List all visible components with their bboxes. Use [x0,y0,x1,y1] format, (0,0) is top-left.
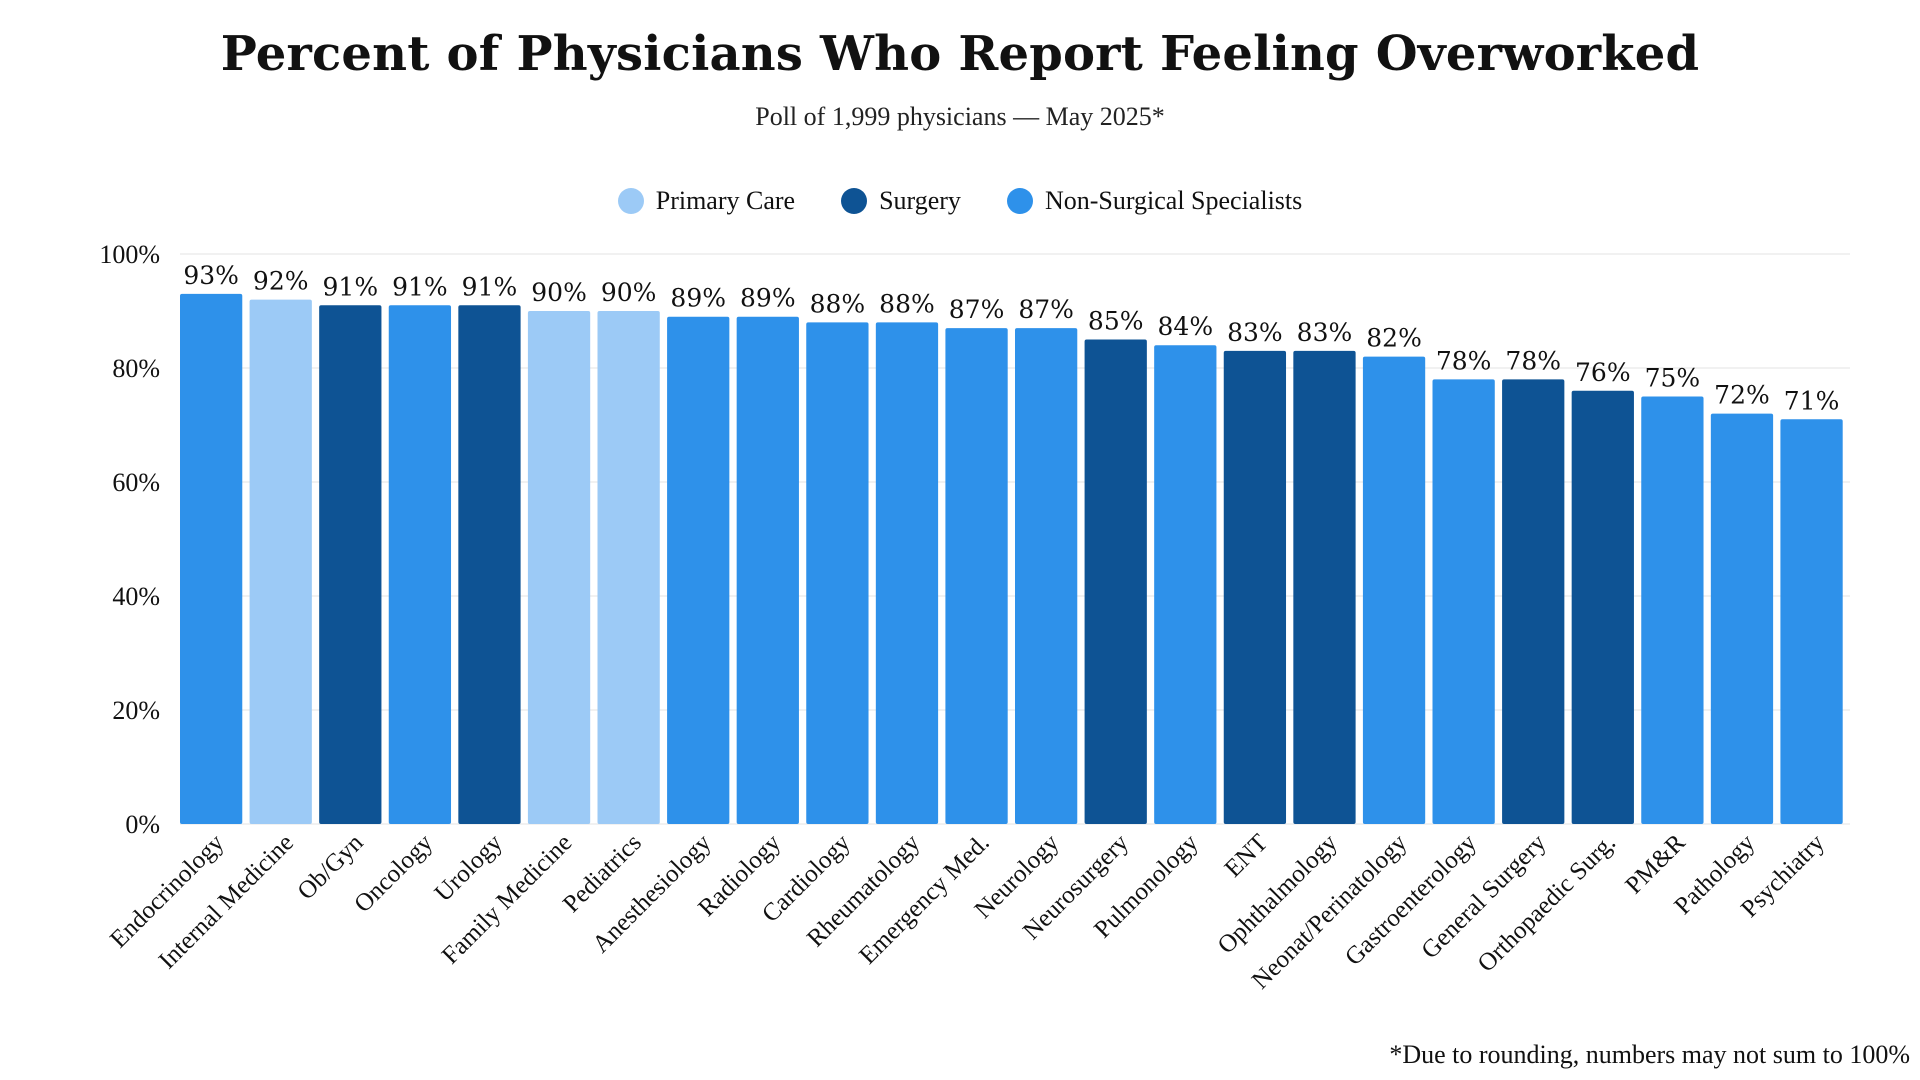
bar [180,293,243,824]
bar [1432,379,1495,824]
data-label: 89% [670,284,726,313]
data-label: 78% [1436,346,1492,375]
chart-title: Percent of Physicians Who Report Feeling… [220,26,1700,82]
legend-label-primary-care: Primary Care [655,186,796,215]
data-label: 71% [1784,386,1840,415]
legend-swatch-surgery [841,188,868,214]
bar [388,305,452,824]
data-label: 78% [1505,346,1561,375]
data-label: 72% [1714,381,1770,410]
bar [1084,339,1147,824]
data-label: 83% [1297,318,1353,347]
bar [1641,396,1704,824]
bar [249,299,312,825]
y-tick-label: 60% [112,468,160,497]
data-label: 91% [392,272,448,301]
data-label: 93% [183,261,239,290]
data-label: 82% [1366,324,1422,353]
data-label: 92% [253,267,309,296]
bar [597,311,660,824]
legend-label-surgery: Surgery [879,186,961,215]
bar [1710,413,1774,824]
bar [319,305,382,824]
bar [736,316,799,824]
legend-item-non-surgical: Non-Surgical Specialists [1006,186,1303,216]
bar [945,328,1008,824]
x-tick-label: ENT [1220,829,1273,882]
bar [1780,419,1843,824]
bar [527,311,591,824]
data-label: 75% [1645,364,1701,393]
legend-item-surgery: Surgery [841,186,961,216]
bar [1223,350,1287,824]
x-tick-label: Ophthalmology [1213,829,1343,959]
y-tick-label: 20% [112,696,160,725]
x-tick-label: Family Medicine [437,829,577,969]
x-tick-label: Anesthesiology [587,829,716,958]
data-label: 84% [1158,312,1214,341]
data-label: 87% [1018,295,1074,324]
data-label: 90% [531,278,587,307]
legend-swatch-primary-care [617,188,644,214]
bar [1362,356,1426,824]
legend-item-primary-care: Primary Care [617,186,796,216]
bar [875,322,939,824]
bar [1154,345,1217,824]
footnote: *Due to rounding, numbers may not sum to… [1389,1040,1910,1069]
y-tick-label: 100% [99,240,160,269]
y-tick-label: 0% [125,810,160,839]
bar [667,316,730,824]
data-label: 89% [740,284,796,313]
bar [458,305,521,824]
bar [806,322,869,824]
bar [1571,390,1634,824]
x-tick-label: General Surgery [1416,829,1551,964]
data-label: 88% [810,289,866,318]
chart-subtitle: Poll of 1,999 physicians — May 2025* [755,102,1165,131]
data-label: 91% [462,272,518,301]
y-tick-label: 80% [112,354,160,383]
y-tick-label: 40% [112,582,160,611]
bar [1015,328,1078,824]
legend: Primary Care Surgery Non-Surgical Specia… [0,186,1920,216]
data-label: 83% [1227,318,1283,347]
data-label: 87% [949,295,1005,324]
legend-swatch-non-surgical [1006,188,1033,214]
data-label: 90% [601,278,657,307]
data-label: 85% [1088,307,1144,336]
data-label: 76% [1575,358,1631,387]
bar [1293,350,1356,824]
data-label: 88% [879,289,935,318]
legend-label-non-surgical: Non-Surgical Specialists [1044,186,1303,215]
data-label: 91% [323,272,379,301]
bar [1502,379,1565,824]
x-tick-label: Oncology [349,829,438,918]
